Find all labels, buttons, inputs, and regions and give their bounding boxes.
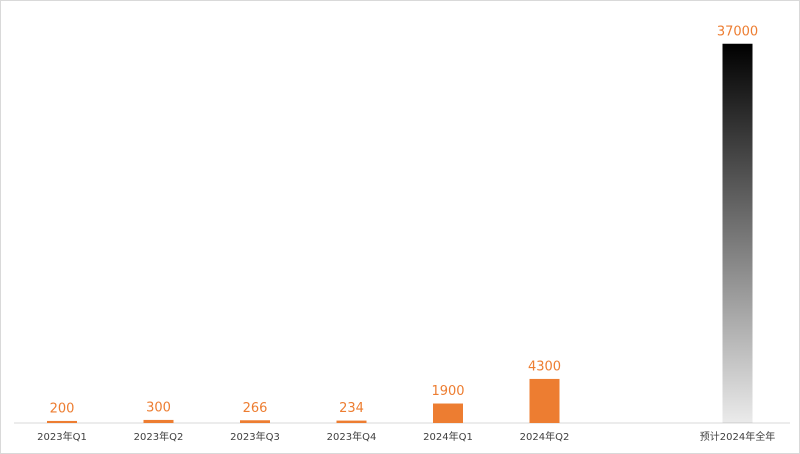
x-tick-label: 2023年Q1 xyxy=(37,430,87,443)
bar xyxy=(722,43,753,423)
value-label: 200 xyxy=(50,401,75,416)
x-tick-label: 2023年Q2 xyxy=(134,430,184,443)
value-label: 1900 xyxy=(431,384,464,399)
value-label: 266 xyxy=(243,401,268,416)
x-tick-label: 2023年Q3 xyxy=(230,430,280,443)
value-label: 300 xyxy=(146,400,171,415)
x-tick-label: 2024年Q2 xyxy=(520,430,570,443)
bar xyxy=(47,420,77,423)
x-tick-label: 2024年Q1 xyxy=(423,430,473,443)
bar xyxy=(529,378,560,423)
bar xyxy=(336,420,367,423)
bar xyxy=(433,403,463,423)
x-tick-label: 预计2024年全年 xyxy=(700,430,775,443)
bar xyxy=(240,420,270,423)
value-label: 4300 xyxy=(528,359,561,374)
x-tick-label: 2023年Q4 xyxy=(327,430,377,443)
value-label: 234 xyxy=(339,401,364,416)
value-label: 37000 xyxy=(717,24,758,39)
bar xyxy=(143,419,174,423)
